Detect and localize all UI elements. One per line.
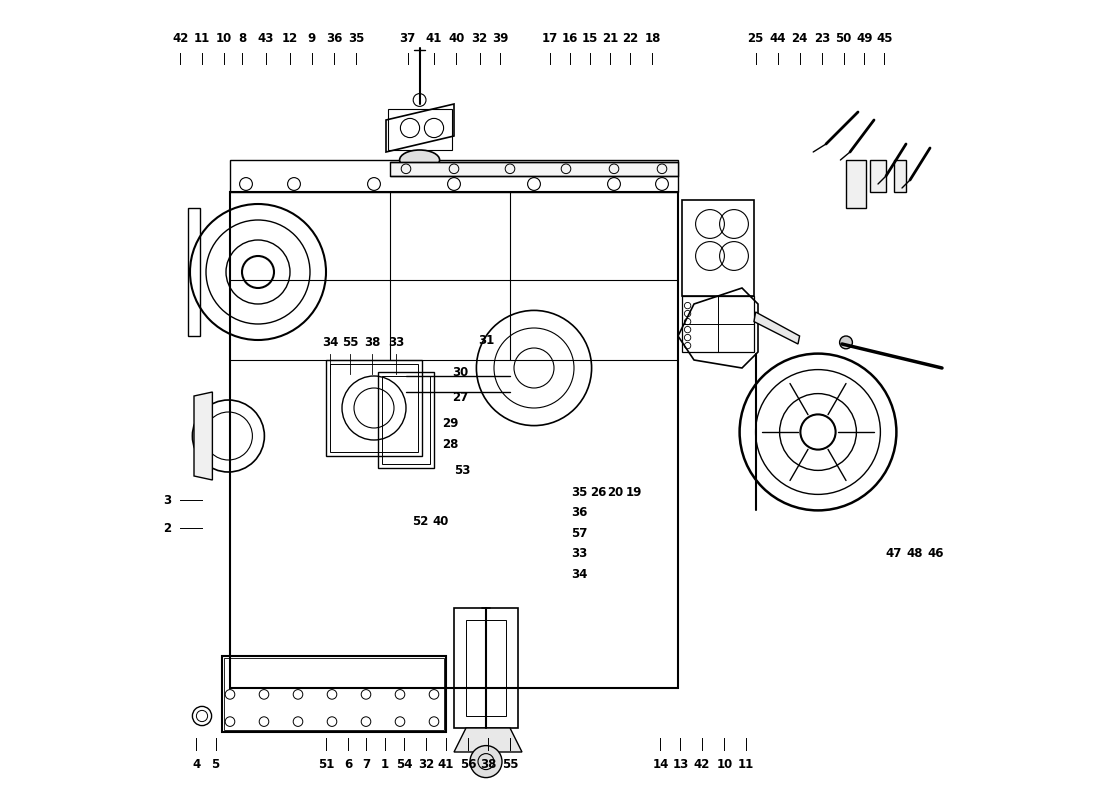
Text: 11: 11	[194, 32, 210, 45]
Text: 13: 13	[672, 758, 689, 770]
Text: 54: 54	[396, 758, 412, 770]
Bar	[466, 620, 506, 716]
Polygon shape	[194, 392, 212, 480]
Text: 34: 34	[571, 568, 587, 581]
Bar	[222, 656, 446, 732]
Bar	[223, 658, 444, 730]
Text: 34: 34	[322, 336, 338, 349]
Bar	[454, 608, 518, 728]
Bar	[378, 372, 434, 468]
Text: 57: 57	[571, 527, 587, 540]
Bar	[230, 160, 678, 192]
Text: 33: 33	[388, 336, 405, 349]
Bar	[230, 192, 678, 688]
Bar	[388, 109, 452, 150]
Text: 20: 20	[607, 486, 624, 498]
Text: 46: 46	[927, 547, 944, 560]
Text: 42: 42	[694, 758, 711, 770]
Text: 7: 7	[362, 758, 370, 770]
Text: 35: 35	[349, 32, 364, 45]
Text: 38: 38	[481, 758, 496, 770]
Text: 55: 55	[502, 758, 518, 770]
Text: 41: 41	[426, 32, 442, 45]
Text: 41: 41	[438, 758, 454, 770]
Text: 21: 21	[602, 32, 618, 45]
Text: 43: 43	[257, 32, 274, 45]
Text: 50: 50	[835, 32, 851, 45]
Text: 29: 29	[442, 417, 459, 430]
Bar	[682, 200, 754, 296]
Text: 23: 23	[814, 32, 830, 45]
Text: 47: 47	[886, 547, 902, 560]
Ellipse shape	[399, 150, 440, 170]
Text: 32: 32	[418, 758, 434, 770]
Text: 33: 33	[572, 547, 587, 560]
Bar	[390, 162, 678, 176]
Text: 28: 28	[442, 438, 459, 450]
Text: 5: 5	[211, 758, 220, 770]
Text: 40: 40	[448, 32, 464, 45]
Text: 35: 35	[571, 486, 587, 498]
Text: 15: 15	[582, 32, 598, 45]
Bar	[326, 360, 422, 456]
Text: 2: 2	[164, 522, 172, 534]
Text: 32: 32	[472, 32, 487, 45]
Text: 30: 30	[452, 366, 469, 378]
Text: 48: 48	[906, 547, 923, 560]
Text: 8: 8	[238, 32, 246, 45]
Text: 45: 45	[876, 32, 893, 45]
Text: 26: 26	[590, 486, 606, 498]
Text: 12: 12	[282, 32, 298, 45]
Circle shape	[839, 336, 853, 349]
Text: 55: 55	[342, 336, 359, 349]
Text: 38: 38	[364, 336, 381, 349]
Text: 51: 51	[318, 758, 334, 770]
Text: 4: 4	[192, 758, 200, 770]
Text: 24: 24	[791, 32, 807, 45]
Bar	[188, 208, 200, 336]
Bar	[846, 160, 866, 208]
Text: 53: 53	[454, 464, 470, 477]
Polygon shape	[454, 728, 522, 752]
Text: 39: 39	[492, 32, 508, 45]
Text: 14: 14	[652, 758, 669, 770]
Text: 1: 1	[381, 758, 389, 770]
Text: 17: 17	[542, 32, 558, 45]
Bar	[870, 160, 886, 192]
Text: 37: 37	[399, 32, 416, 45]
Text: 10: 10	[716, 758, 733, 770]
Text: 3: 3	[164, 494, 172, 506]
Text: 40: 40	[432, 515, 449, 528]
Bar	[330, 364, 418, 452]
Text: 44: 44	[770, 32, 786, 45]
Circle shape	[470, 746, 502, 778]
Text: 16: 16	[562, 32, 579, 45]
Bar	[682, 296, 754, 352]
Polygon shape	[754, 312, 800, 344]
Text: 36: 36	[326, 32, 342, 45]
Text: 19: 19	[626, 486, 642, 498]
Text: 9: 9	[308, 32, 316, 45]
Text: 25: 25	[747, 32, 763, 45]
Bar	[894, 160, 906, 192]
Text: 36: 36	[571, 506, 587, 518]
Text: 49: 49	[856, 32, 872, 45]
Text: 11: 11	[738, 758, 755, 770]
Text: 42: 42	[173, 32, 188, 45]
Text: 56: 56	[460, 758, 476, 770]
Text: 27: 27	[452, 391, 469, 404]
Text: 10: 10	[216, 32, 232, 45]
Text: 52: 52	[412, 515, 429, 528]
Text: 22: 22	[621, 32, 638, 45]
Bar	[382, 376, 430, 464]
Text: 18: 18	[645, 32, 661, 45]
Text: 6: 6	[344, 758, 352, 770]
Text: 31: 31	[477, 334, 494, 346]
